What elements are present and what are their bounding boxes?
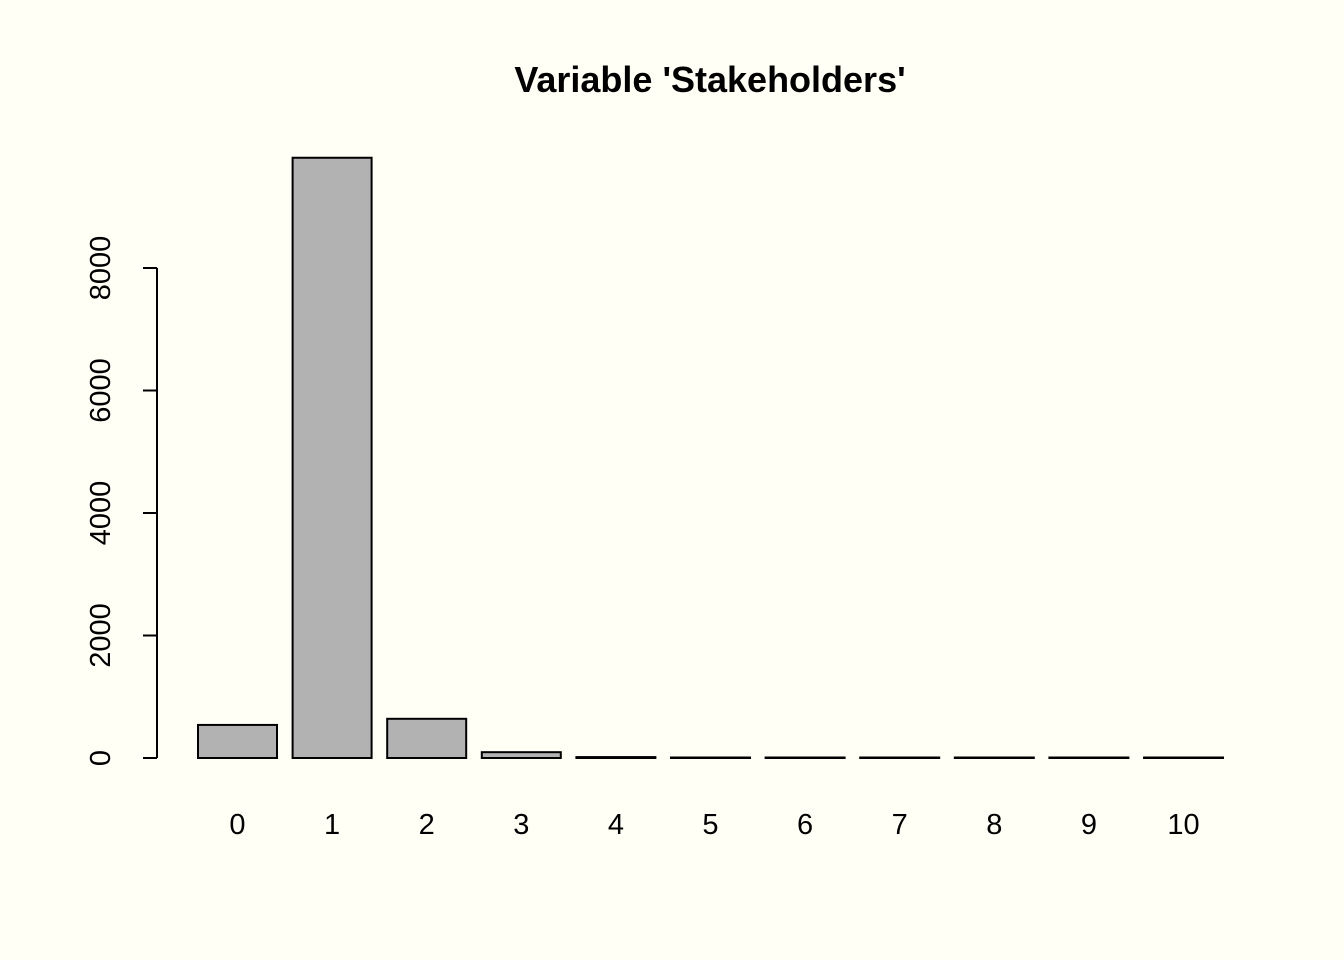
y-tick-label: 8000	[85, 236, 117, 301]
bar-6	[764, 756, 846, 759]
y-tick-label: 6000	[85, 358, 117, 423]
x-tick-label: 8	[986, 809, 1002, 841]
bars	[197, 156, 1224, 760]
bar-8	[953, 756, 1035, 759]
x-tick-label: 3	[513, 809, 529, 841]
x-tick-label: 9	[1081, 809, 1097, 841]
bar-3	[480, 751, 562, 760]
x-tick-label: 10	[1167, 809, 1199, 841]
bar-5	[670, 756, 751, 759]
x-tick-label: 5	[702, 809, 718, 841]
bar-9	[1048, 756, 1130, 759]
x-tick-label: 1	[324, 809, 340, 841]
bar-7	[859, 756, 941, 759]
x-axis-labels: 0 1 2 3 4 5 6 7 8 9 10	[229, 809, 1199, 841]
y-tick-label: 4000	[85, 481, 117, 546]
y-tick-label: 2000	[85, 603, 117, 668]
x-tick-label: 7	[892, 809, 908, 841]
y-tick-label: 0	[85, 750, 117, 766]
bar-10	[1143, 756, 1224, 759]
y-axis: 0 2000 4000 6000 8000	[85, 236, 158, 766]
x-tick-label: 2	[419, 809, 435, 841]
x-tick-label: 4	[608, 809, 624, 841]
bar-2	[386, 717, 468, 759]
bar-4	[575, 756, 657, 759]
chart-title: Variable 'Stakeholders'	[514, 59, 905, 100]
x-tick-label: 0	[229, 809, 245, 841]
bar-1	[291, 156, 373, 759]
bar-0	[197, 723, 278, 759]
x-tick-label: 6	[797, 809, 813, 841]
